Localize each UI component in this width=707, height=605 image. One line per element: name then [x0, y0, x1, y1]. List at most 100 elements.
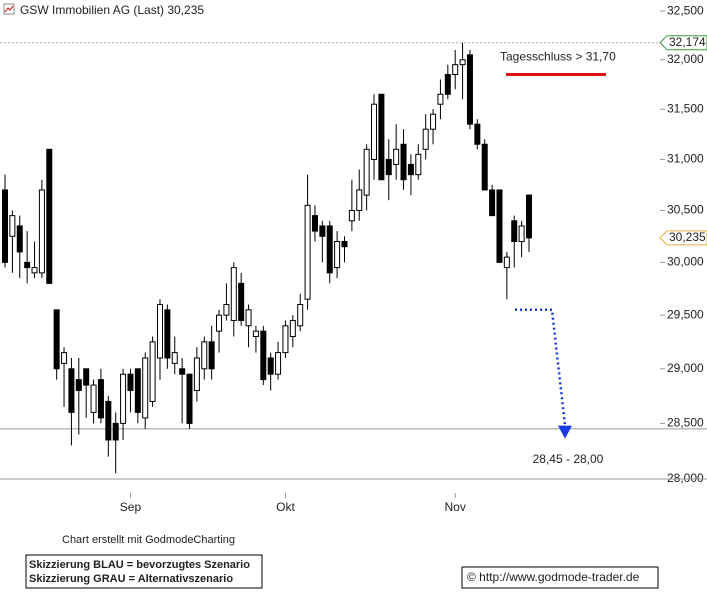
candle-body: [193, 357, 200, 392]
candle-body: [186, 373, 193, 424]
candle-body: [481, 143, 488, 191]
candle-body: [334, 241, 341, 269]
candle-body: [275, 352, 282, 375]
candle-body: [24, 261, 31, 269]
candle-body: [53, 309, 60, 370]
candle-body: [68, 368, 75, 413]
note: Skizzierung GRAU = Alternativszenario: [29, 573, 233, 585]
candle-body: [385, 158, 392, 176]
y-tick-label: 30,500: [667, 203, 704, 217]
candle-body: [489, 189, 496, 217]
candle-body: [90, 384, 97, 413]
credit: Chart erstellt mit GodmodeCharting: [62, 534, 235, 546]
candle-body: [363, 148, 370, 196]
candle-body: [319, 225, 326, 237]
candle-body: [164, 309, 171, 359]
candle-body: [407, 163, 414, 176]
y-tick-label: 28,000: [667, 471, 704, 485]
candle-body: [311, 215, 318, 232]
candle-body: [171, 352, 178, 364]
source: © http://www.godmode-trader.de: [467, 570, 640, 584]
price-tag: [659, 230, 707, 246]
price-tag-label: 32,174: [669, 35, 706, 49]
candle-body: [31, 267, 38, 274]
candle-body: [297, 304, 304, 327]
y-tick-label: 31,500: [667, 101, 704, 115]
candle-body: [378, 93, 385, 181]
candle-body: [348, 209, 355, 222]
y-tick-label: 29,500: [667, 307, 704, 321]
price-tag-label: 30,235: [669, 230, 706, 244]
target-label: Tagesschluss > 31,70: [500, 50, 616, 64]
y-tick-label: 32,000: [667, 52, 704, 66]
candle-body: [238, 282, 245, 321]
candle-body: [149, 341, 156, 402]
y-tick-label: 31,000: [667, 152, 704, 166]
candle-body: [75, 379, 82, 392]
price-tag: [659, 35, 707, 51]
note: Skizzierung BLAU = bevorzugtes Szenario: [29, 559, 250, 571]
y-tick-label: 30,000: [667, 255, 704, 269]
notes-box: [25, 554, 263, 589]
candle-body: [267, 357, 274, 375]
candle-body: [208, 341, 215, 370]
candle-body: [444, 74, 451, 95]
candle-body: [216, 314, 223, 332]
candle-body: [289, 319, 296, 337]
candle-body: [105, 400, 112, 441]
candle-body: [430, 113, 437, 130]
candle-body: [526, 194, 532, 239]
source-box: [461, 566, 659, 589]
candle-body: [112, 422, 119, 441]
candle-body: [452, 64, 459, 76]
candle-body: [511, 220, 518, 243]
candle-body: [61, 352, 68, 364]
candle-body: [245, 309, 252, 327]
candle-body: [459, 59, 466, 66]
candle-body: [518, 225, 525, 243]
candle-body: [83, 368, 90, 386]
candle-body: [46, 148, 53, 284]
x-tick-label: Okt: [276, 500, 295, 514]
candle-body: [393, 148, 400, 165]
candle-body: [371, 103, 378, 160]
candle-body: [16, 225, 23, 253]
candle-body: [260, 330, 267, 381]
candle-body: [2, 189, 8, 263]
candle-body: [230, 267, 237, 321]
scenario-arrow: [558, 425, 572, 439]
candle-body: [134, 368, 141, 413]
candle-body: [142, 357, 149, 419]
scenario-path: [515, 308, 567, 426]
candle-body: [400, 143, 407, 181]
candle-body: [156, 304, 163, 359]
candle-body: [9, 215, 16, 237]
candle-body: [474, 123, 481, 145]
title-icon-line: [4, 5, 14, 13]
candle-body: [252, 330, 259, 337]
candle-body: [201, 341, 208, 370]
y-tick-label: 32,500: [667, 3, 704, 17]
candle-body: [38, 189, 45, 274]
y-tick-label: 28,500: [667, 416, 704, 430]
candle-body: [437, 93, 444, 105]
candle-body: [282, 325, 289, 354]
candle-body: [127, 373, 134, 392]
y-tick-label: 29,000: [667, 361, 704, 375]
x-tick-label: Nov: [445, 500, 466, 514]
candle-body: [120, 373, 127, 424]
candle-body: [326, 225, 333, 274]
candle-body: [503, 256, 510, 269]
candle-body: [97, 379, 104, 419]
candle-body: [341, 241, 348, 248]
candle-body: [223, 304, 230, 316]
candle-body: [415, 153, 422, 176]
candle-body: [466, 54, 473, 125]
candle-body: [356, 189, 363, 211]
x-tick-label: Sep: [120, 500, 142, 514]
candle-body: [304, 204, 311, 300]
scenario-label: 28,45 - 28,00: [533, 452, 604, 466]
candle-body: [422, 128, 429, 150]
